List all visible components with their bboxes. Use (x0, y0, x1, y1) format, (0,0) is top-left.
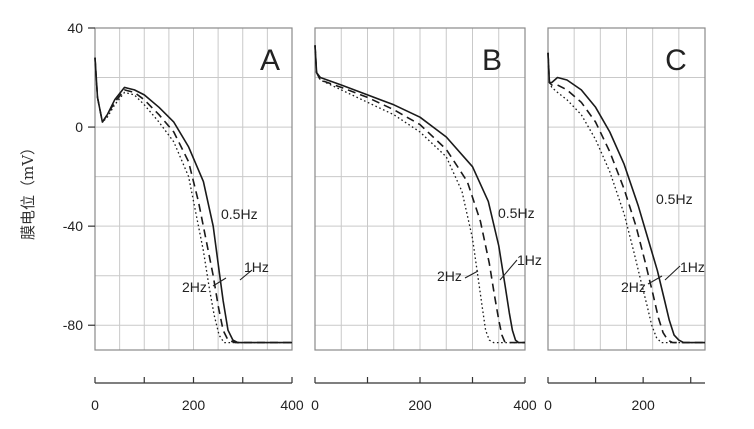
plot-frame (94, 27, 293, 351)
series-annotation: 2Hz (437, 268, 462, 284)
plot-frame (314, 27, 526, 351)
x-tick-label: 200 (631, 397, 655, 413)
series-annotation: 1Hz (244, 259, 269, 275)
series-line-1hz (547, 52, 705, 344)
series-annotation: 2Hz (621, 279, 646, 295)
x-tick-label: 400 (280, 397, 304, 413)
y-axis-label: 膜电位（mV） (19, 140, 37, 240)
annotation-leader (239, 269, 253, 281)
panel-label: C (665, 44, 687, 77)
y-tick-label: 40 (67, 20, 83, 36)
series-line-0-5hz (314, 45, 525, 344)
annotation-leader (664, 265, 681, 281)
series-annotation: 1Hz (680, 259, 705, 275)
series-line-0-5hz (547, 52, 705, 344)
x-tick-label: 0 (91, 397, 99, 413)
series-annotation: 0.5Hz (498, 205, 535, 221)
x-tick-label: 0 (311, 397, 319, 413)
plot-frame (547, 27, 706, 351)
panel-b: B 0.5Hz 1Hz 2Hz 0 200 400 (311, 27, 542, 413)
series-annotation: 1Hz (517, 252, 542, 268)
x-tick-label: 200 (408, 397, 432, 413)
annotation-leader (212, 277, 227, 287)
annotation-leader (647, 275, 663, 285)
x-tick-label: 400 (513, 397, 537, 413)
panel-label: B (482, 44, 502, 77)
series-line-2hz (314, 45, 525, 344)
panel-c: C 0.5Hz 1Hz 2Hz 0 200 (544, 27, 706, 413)
series-line-1hz (94, 57, 292, 344)
y-tick-label: 0 (75, 119, 83, 135)
annotation-leader (464, 270, 479, 279)
x-tick-label: 200 (182, 397, 206, 413)
series-annotation: 2Hz (182, 279, 207, 295)
series-line-1hz (314, 45, 525, 344)
panel-label: A (260, 44, 280, 77)
y-tick-label: -80 (63, 317, 83, 333)
x-tick-label: 0 (544, 397, 552, 413)
series-annotation: 0.5Hz (656, 191, 693, 207)
series-annotation: 0.5Hz (221, 206, 258, 222)
annotation-leader (499, 259, 518, 281)
y-tick-label: -40 (63, 218, 83, 234)
